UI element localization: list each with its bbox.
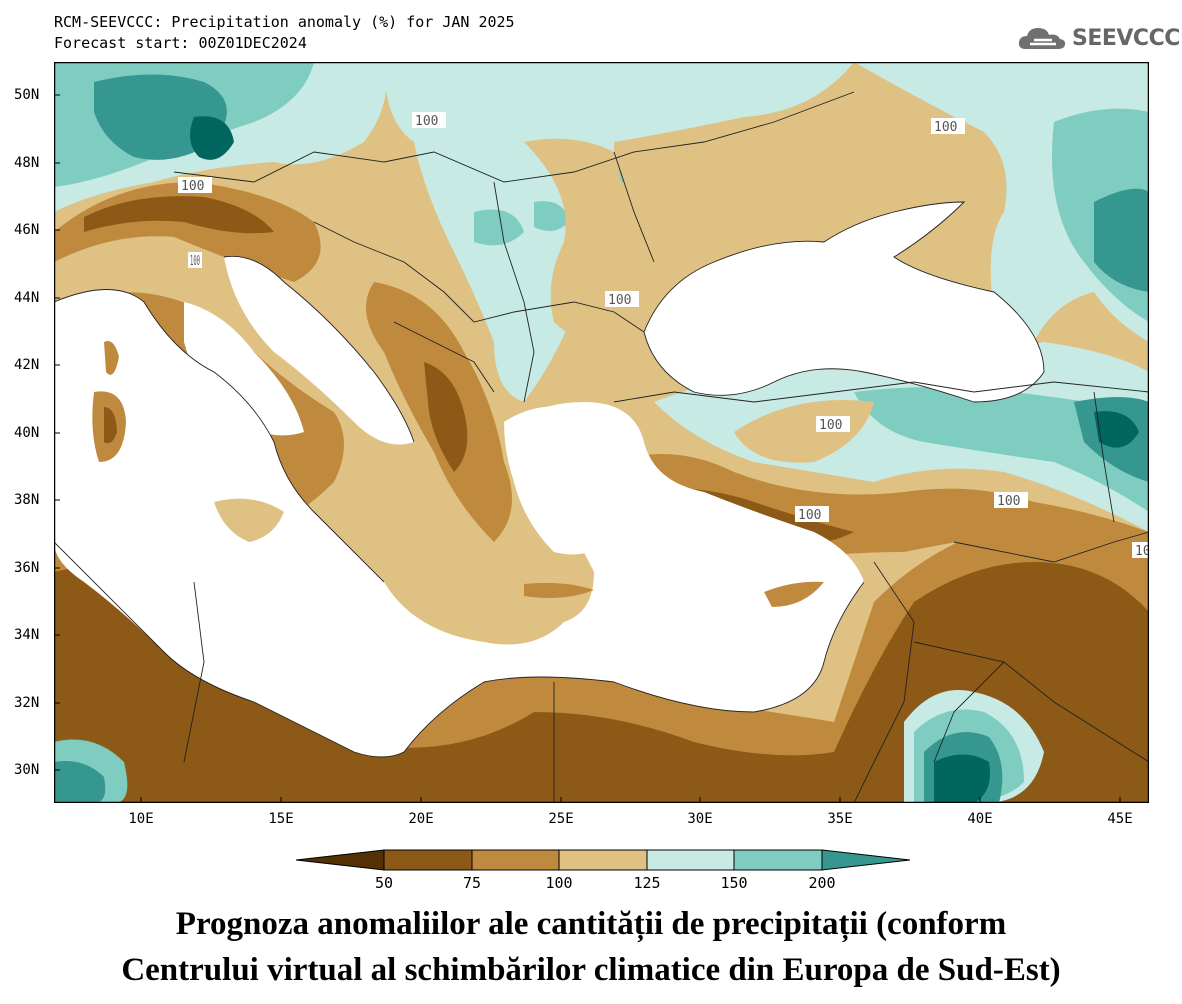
wet-spot-central — [474, 161, 624, 246]
colorbar-segment — [558, 849, 648, 871]
lon-label: 25E — [548, 811, 574, 827]
contour-label: 100 — [178, 177, 212, 194]
title-line-1: RCM-SEEVCCC: Precipitation anomaly (%) f… — [54, 13, 515, 31]
aegean-sea — [504, 406, 624, 555]
very-dry-area-balkans — [424, 362, 468, 472]
wet-area-caucasus-4 — [1094, 411, 1139, 448]
colorbar — [296, 849, 910, 871]
lat-label: 38N — [14, 492, 40, 508]
lon-label: 40E — [967, 811, 993, 827]
lat-label: 46N — [14, 222, 40, 238]
adriatic-sea — [224, 256, 414, 445]
colorbar-label: 50 — [374, 874, 394, 892]
wet-area-southwest-2 — [54, 761, 106, 803]
contour-labels: 100 100 100 100 100 100 100 100 100 — [178, 112, 1149, 559]
seevccc-logo: SEEVCCC — [1016, 22, 1180, 54]
colorbar-segment — [646, 849, 735, 871]
svg-text:100: 100 — [997, 494, 1020, 509]
colorbar-label: 200 — [808, 874, 836, 892]
lon-label: 20E — [408, 811, 434, 827]
svg-text:100: 100 — [934, 120, 957, 135]
crete — [524, 582, 594, 598]
colorbar-arrow-right — [821, 849, 910, 871]
colorbar-arrow-left — [296, 849, 385, 871]
contour-label: 100 — [188, 252, 202, 269]
cloud-icon — [1018, 28, 1066, 49]
svg-text:100: 100 — [181, 179, 204, 194]
contour-label: 100 — [816, 416, 850, 433]
sardinia-core — [104, 407, 117, 444]
wet-area-arabia-4 — [934, 754, 990, 803]
svg-text:100: 100 — [819, 418, 842, 433]
colorbar-segment — [733, 849, 823, 871]
lon-label: 15E — [268, 811, 294, 827]
dry-area-anatolia-inner — [734, 400, 874, 463]
lat-label: 32N — [14, 695, 40, 711]
lon-label: 45E — [1107, 811, 1133, 827]
logo-text: SEEVCCC — [1072, 25, 1180, 51]
wet-area-northeast-3 — [1094, 188, 1149, 292]
contour-label: 100 — [1132, 542, 1149, 559]
very-dry-belt-alps — [84, 196, 274, 234]
svg-text:100: 100 — [1135, 544, 1149, 559]
contour-label: 100 — [605, 291, 639, 308]
wet-area-caucasus-2 — [854, 387, 1149, 512]
corsica — [104, 341, 119, 375]
contour-label: 100 — [994, 492, 1028, 509]
lat-label: 48N — [14, 155, 40, 171]
title-line-2: Forecast start: 00Z01DEC2024 — [54, 34, 307, 52]
contour-label: 100 — [931, 118, 965, 135]
lat-label: 44N — [14, 290, 40, 306]
precipitation-anomaly-map: 100 100 100 100 100 100 100 100 100 — [54, 62, 1149, 803]
very-dry-area-north-africa — [54, 562, 1149, 803]
wet-area-northwest-4 — [190, 116, 234, 160]
lon-label: 35E — [827, 811, 853, 827]
svg-text:100: 100 — [608, 293, 631, 308]
lon-label: 30E — [687, 811, 713, 827]
svg-text:100: 100 — [798, 508, 821, 523]
mediterranean-sea — [54, 289, 864, 757]
lat-label: 42N — [14, 357, 40, 373]
svg-text:100: 100 — [190, 254, 200, 269]
country-borders — [54, 91, 1149, 803]
lat-label: 34N — [14, 627, 40, 643]
chart-title: RCM-SEEVCCC: Precipitation anomaly (%) f… — [54, 12, 515, 54]
lat-label: 30N — [14, 762, 40, 778]
cyprus — [764, 581, 824, 607]
colorbar-label: 100 — [545, 874, 573, 892]
black-sea — [644, 202, 1044, 402]
caption-line-1: Prognoza anomaliilor ale cantității de p… — [175, 906, 1007, 942]
colorbar-label: 150 — [720, 874, 748, 892]
lat-label: 50N — [14, 87, 40, 103]
lon-label: 10E — [128, 811, 154, 827]
colorbar-segment — [471, 849, 560, 871]
colorbar-segment — [383, 849, 473, 871]
tyrrhenian-sea — [184, 302, 304, 436]
caption-line-2: Centrului virtual al schimbărilor climat… — [121, 952, 1061, 988]
svg-text:100: 100 — [415, 114, 438, 129]
colorbar-label: 125 — [633, 874, 661, 892]
axis-ticks — [54, 94, 1121, 803]
contour-label: 100 — [412, 112, 446, 129]
contour-label: 100 — [795, 506, 829, 523]
sicily — [214, 498, 284, 542]
colorbar-label: 75 — [462, 874, 482, 892]
lat-label: 36N — [14, 560, 40, 576]
lat-label: 40N — [14, 425, 40, 441]
